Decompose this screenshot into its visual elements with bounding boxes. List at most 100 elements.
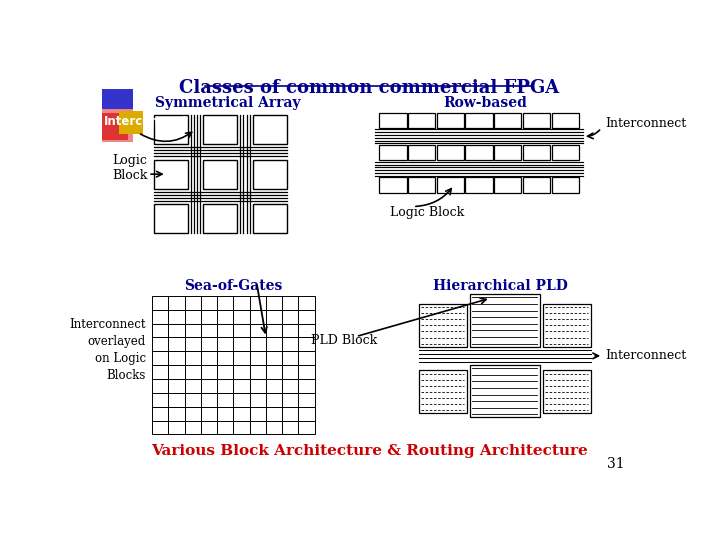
Bar <box>152 393 168 407</box>
Bar <box>523 145 550 160</box>
Bar <box>184 351 201 365</box>
Text: Classes of common commercial FPGA: Classes of common commercial FPGA <box>179 79 559 97</box>
Bar <box>233 296 250 309</box>
Bar <box>552 177 579 193</box>
Bar <box>168 351 184 365</box>
Text: Sea-of-Gates: Sea-of-Gates <box>184 279 282 293</box>
Bar <box>152 407 168 421</box>
Bar <box>152 351 168 365</box>
Bar <box>379 145 407 160</box>
Bar <box>250 323 266 338</box>
Bar <box>299 338 315 351</box>
Bar <box>184 407 201 421</box>
Bar <box>266 309 282 323</box>
Bar <box>494 145 521 160</box>
Text: Logic
Block: Logic Block <box>112 154 148 182</box>
Bar <box>282 393 299 407</box>
Bar <box>299 351 315 365</box>
Bar <box>469 294 539 347</box>
Bar <box>250 365 266 379</box>
Bar <box>250 338 266 351</box>
Text: Various Block Architecture & Routing Architecture: Various Block Architecture & Routing Arc… <box>150 444 588 457</box>
Text: Row-based: Row-based <box>444 96 527 110</box>
Bar <box>299 323 315 338</box>
Bar <box>250 296 266 309</box>
Bar <box>217 296 233 309</box>
Bar <box>201 421 217 434</box>
Bar <box>266 393 282 407</box>
Bar <box>184 379 201 393</box>
Bar <box>233 309 250 323</box>
Bar <box>120 111 143 134</box>
Bar <box>250 309 266 323</box>
Bar <box>168 323 184 338</box>
Text: Interconnect: Interconnect <box>606 117 687 130</box>
Bar <box>299 309 315 323</box>
Bar <box>153 159 188 189</box>
Bar <box>418 304 467 347</box>
Bar <box>266 323 282 338</box>
Bar <box>233 338 250 351</box>
Bar <box>201 323 217 338</box>
Bar <box>152 309 168 323</box>
Bar <box>299 365 315 379</box>
Bar <box>469 365 539 417</box>
Bar <box>201 365 217 379</box>
Bar <box>299 393 315 407</box>
Bar <box>253 159 287 189</box>
Bar <box>217 393 233 407</box>
Bar <box>437 177 464 193</box>
Bar <box>153 204 188 233</box>
Bar <box>184 338 201 351</box>
Text: Symmetrical Array: Symmetrical Array <box>155 96 301 110</box>
Text: Interconnect
overlayed
on Logic
Blocks: Interconnect overlayed on Logic Blocks <box>69 318 145 382</box>
Bar <box>203 204 238 233</box>
Text: Interconnect: Interconnect <box>606 349 687 362</box>
Text: Logic Block: Logic Block <box>390 206 464 219</box>
Bar <box>152 365 168 379</box>
Bar <box>466 177 492 193</box>
Bar <box>168 338 184 351</box>
Bar <box>201 309 217 323</box>
Bar <box>168 393 184 407</box>
Bar <box>282 323 299 338</box>
Bar <box>203 115 238 144</box>
Bar <box>552 112 579 128</box>
Bar <box>233 393 250 407</box>
Bar <box>543 370 590 413</box>
Bar <box>201 407 217 421</box>
Bar <box>201 296 217 309</box>
Bar <box>217 379 233 393</box>
Bar <box>233 379 250 393</box>
Bar <box>168 407 184 421</box>
Bar <box>250 351 266 365</box>
Bar <box>168 296 184 309</box>
Bar <box>250 393 266 407</box>
Bar <box>102 110 132 142</box>
Text: Interconnect: Interconnect <box>104 115 189 128</box>
Bar <box>152 379 168 393</box>
Bar <box>184 323 201 338</box>
Bar <box>379 177 407 193</box>
Bar <box>466 145 492 160</box>
Bar <box>266 407 282 421</box>
Bar <box>233 351 250 365</box>
Bar <box>152 421 168 434</box>
Bar <box>152 338 168 351</box>
Bar <box>217 323 233 338</box>
Bar <box>184 309 201 323</box>
Bar <box>233 407 250 421</box>
Bar <box>282 407 299 421</box>
Bar <box>201 393 217 407</box>
Bar <box>184 296 201 309</box>
Bar <box>437 145 464 160</box>
Bar <box>299 379 315 393</box>
Bar <box>266 296 282 309</box>
Bar <box>552 145 579 160</box>
Bar <box>217 365 233 379</box>
Bar <box>523 177 550 193</box>
Bar <box>233 421 250 434</box>
Bar <box>253 204 287 233</box>
Bar <box>282 379 299 393</box>
Bar <box>201 351 217 365</box>
